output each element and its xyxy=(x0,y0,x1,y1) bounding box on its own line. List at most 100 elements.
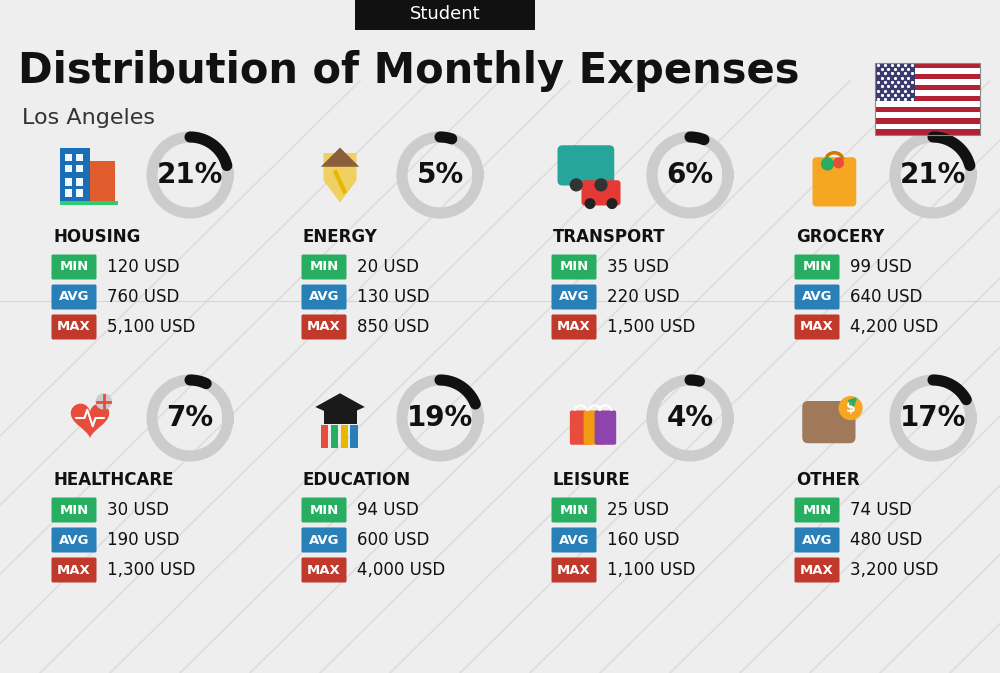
Bar xyxy=(65,153,72,162)
Bar xyxy=(875,79,980,85)
Text: 30 USD: 30 USD xyxy=(107,501,169,519)
FancyBboxPatch shape xyxy=(552,528,596,553)
Bar xyxy=(65,178,72,186)
Text: 120 USD: 120 USD xyxy=(107,258,180,276)
Bar xyxy=(60,147,90,203)
Text: 4,200 USD: 4,200 USD xyxy=(850,318,938,336)
Text: 600 USD: 600 USD xyxy=(357,531,429,549)
Circle shape xyxy=(821,157,834,170)
FancyBboxPatch shape xyxy=(557,145,614,186)
Text: 20 USD: 20 USD xyxy=(357,258,419,276)
Text: AVG: AVG xyxy=(309,534,339,546)
Bar xyxy=(76,189,83,197)
Text: MIN: MIN xyxy=(559,260,589,273)
FancyBboxPatch shape xyxy=(552,314,596,339)
Text: 1,100 USD: 1,100 USD xyxy=(607,561,695,579)
Bar xyxy=(875,85,980,90)
FancyBboxPatch shape xyxy=(52,254,97,279)
Bar xyxy=(65,189,72,197)
Polygon shape xyxy=(324,408,356,423)
Text: MIN: MIN xyxy=(802,260,832,273)
FancyBboxPatch shape xyxy=(52,314,97,339)
Text: MAX: MAX xyxy=(800,320,834,334)
Polygon shape xyxy=(324,153,356,203)
FancyBboxPatch shape xyxy=(355,0,535,30)
FancyBboxPatch shape xyxy=(595,411,616,445)
Text: EDUCATION: EDUCATION xyxy=(303,471,411,489)
FancyBboxPatch shape xyxy=(52,528,97,553)
Circle shape xyxy=(606,198,618,209)
FancyBboxPatch shape xyxy=(302,528,347,553)
Bar xyxy=(875,63,980,135)
FancyBboxPatch shape xyxy=(302,285,347,310)
Text: 760 USD: 760 USD xyxy=(107,288,179,306)
FancyBboxPatch shape xyxy=(52,497,97,522)
FancyBboxPatch shape xyxy=(794,314,840,339)
Circle shape xyxy=(584,198,596,209)
Bar xyxy=(350,425,358,448)
Text: 190 USD: 190 USD xyxy=(107,531,180,549)
Text: AVG: AVG xyxy=(309,291,339,304)
Text: 4%: 4% xyxy=(666,404,714,432)
Bar xyxy=(331,425,338,448)
Polygon shape xyxy=(315,393,365,418)
Text: 130 USD: 130 USD xyxy=(357,288,430,306)
Text: Distribution of Monthly Expenses: Distribution of Monthly Expenses xyxy=(18,50,800,92)
Text: 5%: 5% xyxy=(416,161,464,189)
Bar xyxy=(875,124,980,129)
Text: 21%: 21% xyxy=(900,161,966,189)
Text: TRANSPORT: TRANSPORT xyxy=(553,228,666,246)
Text: AVG: AVG xyxy=(59,291,89,304)
Text: 25 USD: 25 USD xyxy=(607,501,669,519)
FancyBboxPatch shape xyxy=(302,557,347,583)
Text: LEISURE: LEISURE xyxy=(553,471,631,489)
Text: 480 USD: 480 USD xyxy=(850,531,922,549)
Text: MIN: MIN xyxy=(59,503,89,516)
FancyBboxPatch shape xyxy=(552,254,596,279)
Bar xyxy=(341,425,348,448)
Text: 640 USD: 640 USD xyxy=(850,288,922,306)
Text: Student: Student xyxy=(410,5,480,23)
FancyBboxPatch shape xyxy=(302,314,347,339)
FancyBboxPatch shape xyxy=(552,497,596,522)
Text: 74 USD: 74 USD xyxy=(850,501,912,519)
Text: MAX: MAX xyxy=(57,563,91,577)
Bar xyxy=(76,165,83,172)
Text: 99 USD: 99 USD xyxy=(850,258,912,276)
Bar xyxy=(60,201,118,205)
Text: AVG: AVG xyxy=(802,291,832,304)
Bar xyxy=(875,118,980,124)
Text: 850 USD: 850 USD xyxy=(357,318,429,336)
Text: 7%: 7% xyxy=(166,404,214,432)
Text: MIN: MIN xyxy=(309,260,339,273)
Circle shape xyxy=(594,178,608,192)
Bar xyxy=(65,165,72,172)
FancyBboxPatch shape xyxy=(794,285,840,310)
Bar xyxy=(875,63,915,102)
Bar xyxy=(76,178,83,186)
Text: 21%: 21% xyxy=(157,161,223,189)
Bar xyxy=(875,107,980,112)
Text: MAX: MAX xyxy=(557,320,591,334)
Text: MAX: MAX xyxy=(557,563,591,577)
FancyBboxPatch shape xyxy=(813,157,856,207)
Bar xyxy=(90,162,115,203)
Text: AVG: AVG xyxy=(559,534,589,546)
Text: MAX: MAX xyxy=(57,320,91,334)
Polygon shape xyxy=(71,404,109,438)
FancyBboxPatch shape xyxy=(794,528,840,553)
Text: 6%: 6% xyxy=(666,161,714,189)
Bar xyxy=(875,90,980,96)
Text: 160 USD: 160 USD xyxy=(607,531,679,549)
Text: 94 USD: 94 USD xyxy=(357,501,419,519)
Text: MAX: MAX xyxy=(307,563,341,577)
FancyBboxPatch shape xyxy=(302,497,347,522)
Circle shape xyxy=(96,393,112,410)
Text: 35 USD: 35 USD xyxy=(607,258,669,276)
FancyBboxPatch shape xyxy=(570,411,591,445)
Text: MIN: MIN xyxy=(802,503,832,516)
Text: AVG: AVG xyxy=(802,534,832,546)
Text: AVG: AVG xyxy=(59,534,89,546)
Text: OTHER: OTHER xyxy=(796,471,860,489)
FancyBboxPatch shape xyxy=(794,254,840,279)
